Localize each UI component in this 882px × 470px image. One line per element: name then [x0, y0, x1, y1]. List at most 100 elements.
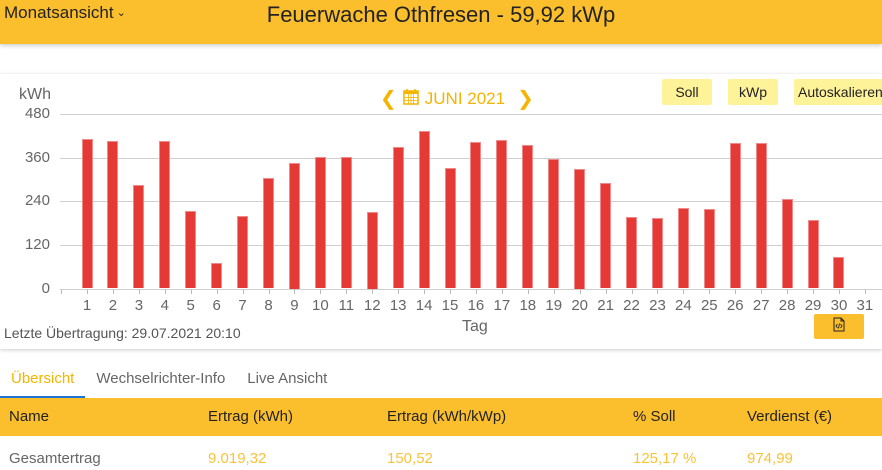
tab-wechselrichter-info[interactable]: Wechselrichter-Info: [96, 370, 226, 387]
bar-day-9[interactable]: [288, 163, 300, 289]
x-tick-label: 1: [82, 297, 92, 314]
x-tick-label: 18: [519, 297, 537, 314]
bar-day-26[interactable]: [729, 142, 741, 289]
bar-day-3[interactable]: [133, 185, 145, 289]
bar-day-10[interactable]: [314, 156, 326, 289]
bar-day-19[interactable]: [548, 158, 560, 289]
x-tick-mark: [476, 289, 477, 294]
x-tick-mark: [813, 289, 814, 294]
x-tick-mark: [632, 289, 633, 294]
x-tick-label: 13: [389, 297, 407, 314]
bar-day-2[interactable]: [107, 140, 119, 289]
month-label[interactable]: JUNI 2021: [424, 88, 506, 108]
x-tick-label: 16: [467, 297, 485, 314]
row-ertrag-kwh-kwp: 150,52: [387, 450, 433, 467]
x-tick-label: 31: [856, 297, 874, 314]
bar-day-1[interactable]: [81, 138, 93, 289]
top-bar: Monatsansicht ⌄ Feuerwache Othfresen - 59…: [0, 0, 882, 44]
x-tick-label: 21: [597, 297, 614, 314]
row-verdienst: 974,99: [747, 450, 793, 467]
page-title: Feuerwache Othfresen - 59,92 kWp: [266, 2, 616, 27]
x-tick-mark: [865, 289, 866, 294]
bar-day-12[interactable]: [366, 212, 378, 289]
view-mode-label: Monatsansicht: [4, 3, 114, 22]
bar-day-28[interactable]: [781, 199, 793, 289]
x-tick-label: 14: [415, 297, 433, 314]
bar-day-21[interactable]: [600, 183, 612, 289]
tab-live-ansicht[interactable]: Live Ansicht: [247, 370, 328, 387]
bar-day-4[interactable]: [159, 140, 171, 289]
col-header-verdienst: Verdienst (€): [747, 408, 833, 425]
bar-day-29[interactable]: [807, 220, 819, 289]
bar-day-18[interactable]: [522, 144, 534, 289]
code-file-icon: [833, 317, 845, 337]
bar-day-7[interactable]: [237, 215, 249, 289]
soll-toggle-button[interactable]: Soll: [662, 79, 712, 105]
bar-day-14[interactable]: [418, 130, 430, 289]
x-tick-mark: [320, 289, 321, 294]
col-header-ertrag-kwh: Ertrag (kWh): [208, 408, 294, 425]
bar-day-5[interactable]: [185, 210, 197, 289]
x-tick-mark: [398, 289, 399, 294]
x-tick-mark: [528, 289, 529, 294]
bar-day-17[interactable]: [496, 140, 508, 289]
bar-day-11[interactable]: [340, 156, 352, 289]
x-tick-label: 23: [649, 297, 666, 314]
export-button[interactable]: [814, 314, 864, 339]
gridline: [60, 289, 882, 290]
autoscale-button[interactable]: Autoskalieren: [794, 79, 882, 105]
chevron-left-icon[interactable]: ❮: [380, 88, 397, 110]
x-axis-label: Tag: [462, 318, 488, 335]
col-header-soll: % Soll: [633, 408, 676, 425]
col-header-name: Name: [9, 408, 50, 425]
x-tick-label: 24: [675, 297, 692, 314]
bar-day-23[interactable]: [651, 217, 663, 289]
kwp-toggle-button[interactable]: kWp: [728, 79, 778, 105]
tab-uebersicht[interactable]: Übersicht: [0, 364, 86, 398]
x-tick-label: 27: [752, 297, 770, 314]
bar-day-24[interactable]: [677, 208, 689, 289]
bar-day-25[interactable]: [703, 209, 715, 289]
last-transfer-text: Letzte Übertragung: 29.07.2021 20:10: [4, 325, 241, 341]
x-tick-mark: [346, 289, 347, 294]
chevron-down-icon: ⌄: [116, 7, 126, 19]
x-tick-label: 4: [160, 297, 169, 314]
x-tick-mark: [839, 289, 840, 294]
chevron-right-icon[interactable]: ❯: [517, 88, 534, 110]
bar-day-8[interactable]: [263, 177, 274, 289]
y-tick-label: 360: [24, 149, 50, 166]
x-tick-mark: [61, 289, 62, 294]
x-tick-label: 22: [623, 297, 640, 314]
month-navigator: ❮ JUNI 2021 ❯: [380, 86, 534, 111]
bar-day-30[interactable]: [833, 256, 845, 289]
x-tick-mark: [139, 289, 140, 294]
x-tick-mark: [372, 289, 373, 294]
x-tick-mark: [580, 289, 581, 294]
view-mode-dropdown[interactable]: Monatsansicht ⌄: [4, 3, 126, 23]
bar-day-15[interactable]: [444, 168, 456, 289]
x-tick-label: 6: [212, 297, 221, 314]
bar-day-6[interactable]: [211, 263, 223, 289]
bar-day-13[interactable]: [392, 147, 404, 289]
table-header: Name Ertrag (kWh) Ertrag (kWh/kWp) % Sol…: [0, 398, 882, 436]
x-tick-mark: [657, 289, 658, 294]
x-tick-mark: [787, 289, 788, 294]
x-tick-mark: [165, 289, 166, 294]
bar-day-20[interactable]: [574, 168, 586, 289]
x-tick-label: 12: [363, 297, 381, 314]
row-ertrag-kwh: 9.019,32: [208, 450, 267, 467]
x-tick-label: 17: [493, 297, 511, 314]
bar-day-16[interactable]: [470, 141, 482, 289]
calendar-icon[interactable]: [403, 88, 419, 110]
y-tick-label: 240: [24, 192, 50, 209]
bar-day-22[interactable]: [626, 217, 638, 289]
x-tick-label: 2: [108, 297, 118, 314]
x-tick-label: 9: [290, 297, 299, 314]
bar-day-27[interactable]: [755, 143, 767, 289]
x-tick-label: 3: [134, 297, 144, 314]
x-tick-label: 8: [264, 297, 273, 314]
x-tick-label: 28: [778, 297, 796, 314]
x-tick-label: 20: [571, 297, 588, 314]
x-tick-label: 30: [830, 297, 848, 314]
row-name: Gesamtertrag: [9, 450, 101, 467]
